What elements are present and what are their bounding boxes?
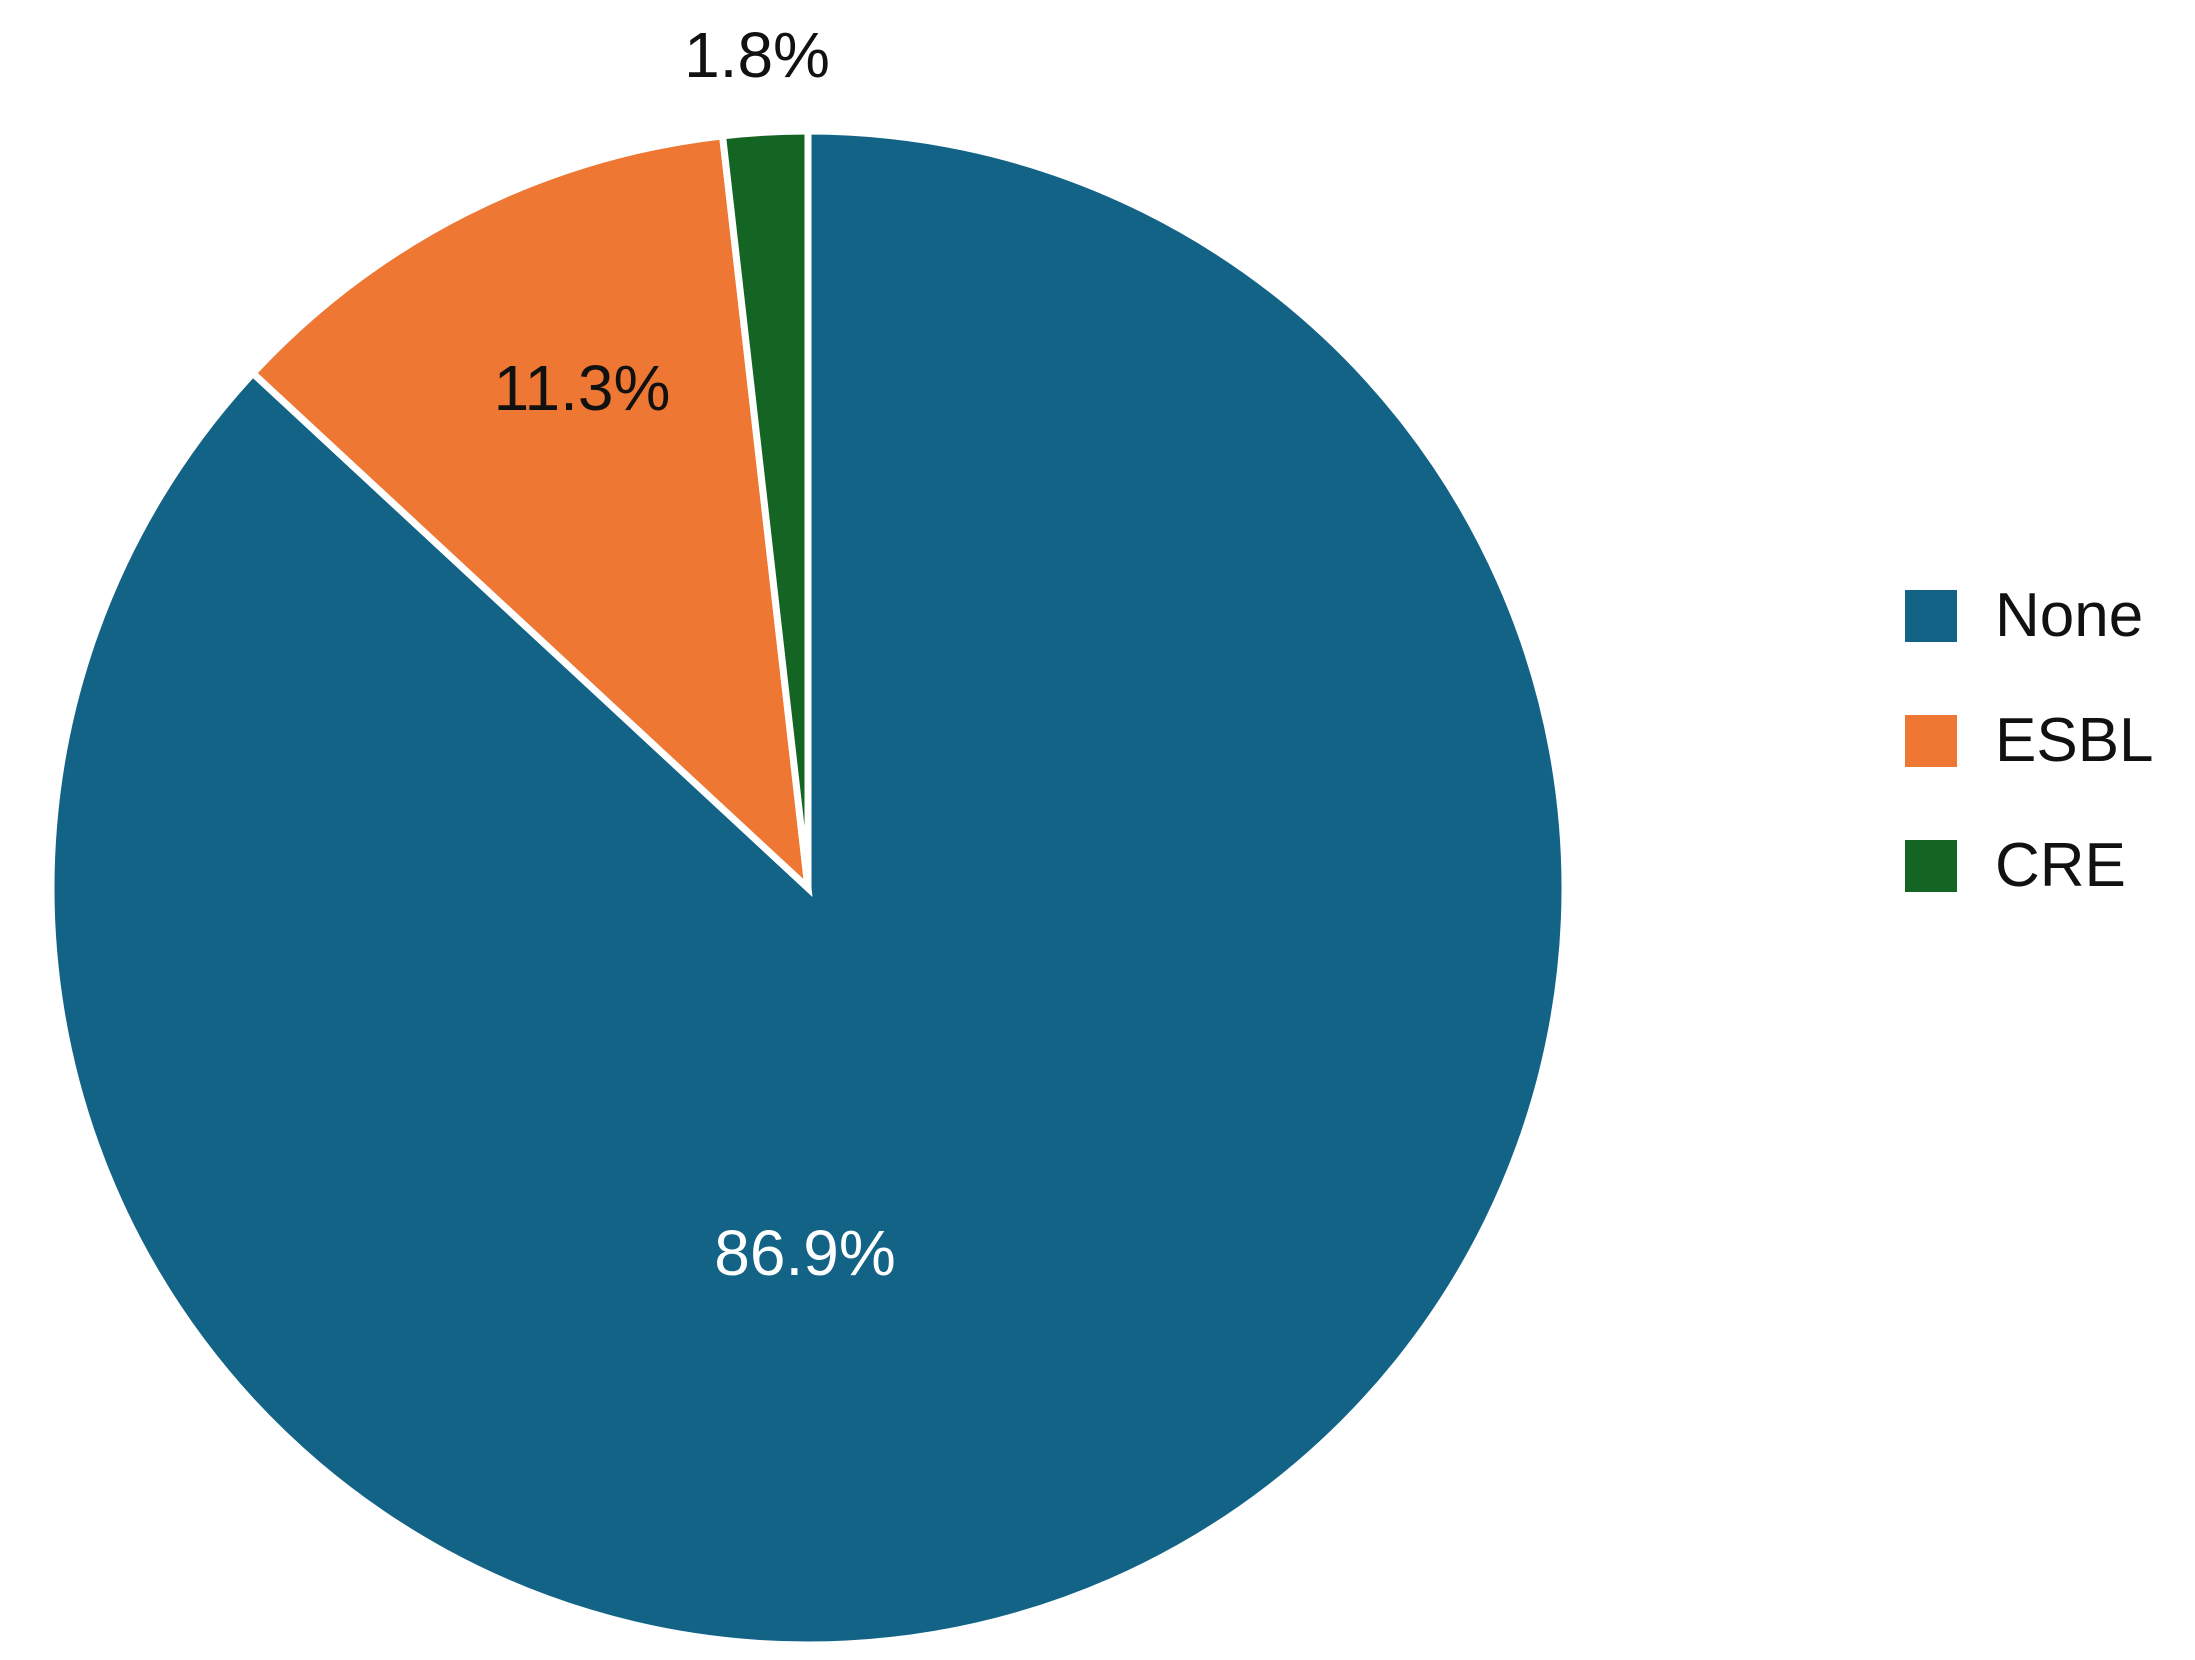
pie-slices	[47, 127, 1569, 1649]
legend-swatch-cre	[1905, 840, 1957, 892]
legend-label-none: None	[1995, 581, 2144, 650]
pie-slice-cre	[718, 127, 812, 889]
slice-label-none: 86.9%	[714, 1217, 895, 1289]
legend-item-esbl: ESBL	[1905, 706, 2154, 775]
pie-slice-labels: 86.9% 11.3% 1.8%	[494, 19, 896, 1289]
legend-item-cre: CRE	[1905, 831, 2154, 900]
legend-item-none: None	[1905, 581, 2154, 650]
slice-label-cre: 1.8%	[684, 19, 830, 91]
pie-slice-esbl	[247, 131, 813, 897]
legend-label-cre: CRE	[1995, 831, 2126, 900]
legend-label-esbl: ESBL	[1995, 706, 2154, 775]
slice-label-esbl: 11.3%	[494, 352, 671, 424]
legend-swatch-none	[1905, 590, 1957, 642]
legend: None ESBL CRE	[1905, 581, 2154, 900]
legend-swatch-esbl	[1905, 715, 1957, 767]
